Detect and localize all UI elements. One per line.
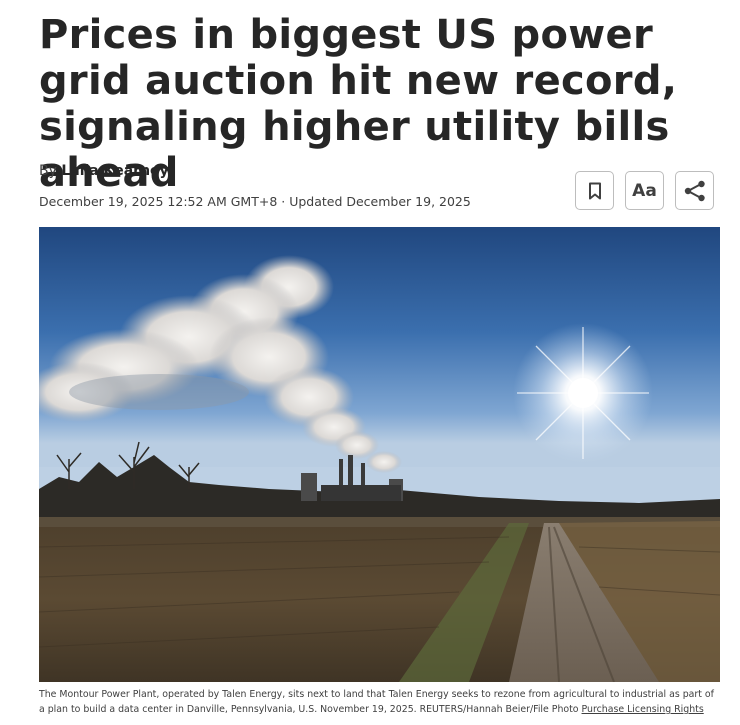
share-icon bbox=[684, 180, 705, 201]
article-photo bbox=[39, 227, 720, 682]
author-link[interactable]: Laila Kearney bbox=[61, 163, 169, 179]
share-button[interactable] bbox=[675, 171, 714, 210]
licensing-link[interactable]: Purchase Licensing Rights bbox=[581, 704, 704, 715]
caption-text: The Montour Power Plant, operated by Tal… bbox=[39, 689, 714, 715]
article-toolbar: Aa bbox=[575, 171, 714, 210]
article-headline: Prices in biggest US power grid auction … bbox=[39, 12, 678, 196]
byline-prefix: By bbox=[39, 163, 57, 179]
text-size-button[interactable]: Aa bbox=[625, 171, 664, 210]
bookmark-button[interactable] bbox=[575, 171, 614, 210]
article-dateline: December 19, 2025 12:52 AM GMT+8 · Updat… bbox=[39, 194, 471, 209]
text-size-label: Aa bbox=[632, 180, 657, 201]
bookmark-icon bbox=[588, 182, 601, 199]
byline: By Laila Kearney bbox=[39, 163, 169, 179]
photo-caption: The Montour Power Plant, operated by Tal… bbox=[39, 687, 720, 717]
